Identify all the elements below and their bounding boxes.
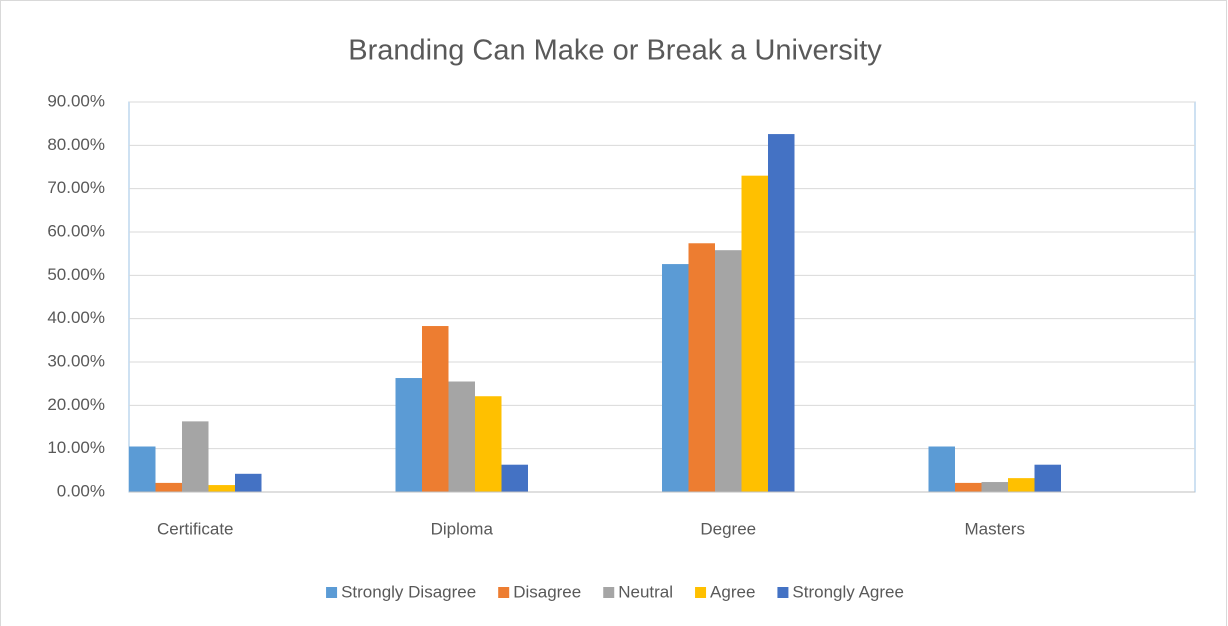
y-tick-label: 20.00% [47, 395, 105, 414]
legend-label: Strongly Disagree [341, 582, 476, 601]
y-tick-label: 10.00% [47, 438, 105, 457]
legend-label: Neutral [618, 582, 673, 601]
bar [1008, 478, 1035, 492]
bar [235, 473, 262, 492]
y-tick-label: 80.00% [47, 135, 105, 154]
legend-swatch [603, 587, 615, 598]
bar [768, 134, 795, 493]
legend-swatch [777, 587, 789, 598]
y-tick-label: 60.00% [47, 221, 105, 240]
bar [422, 326, 449, 492]
legend-swatch [498, 587, 510, 598]
x-tick-label: Masters [965, 519, 1025, 538]
bar [182, 421, 209, 492]
legend-label: Agree [710, 582, 755, 601]
legend-label: Disagree [513, 582, 581, 601]
bar [688, 243, 715, 492]
legend-swatch [695, 587, 707, 598]
bar [501, 464, 528, 492]
x-tick-label: Degree [700, 519, 756, 538]
bar [448, 381, 475, 492]
bar [955, 482, 982, 492]
bar [395, 378, 422, 492]
y-tick-label: 90.00% [47, 91, 105, 110]
bar [928, 446, 955, 492]
bar [662, 264, 689, 492]
legend-swatch [326, 587, 338, 598]
x-tick-label: Diploma [431, 519, 494, 538]
bar [741, 175, 768, 492]
y-tick-label: 50.00% [47, 265, 105, 284]
bar [208, 485, 235, 492]
chart-title: Branding Can Make or Break a University [348, 35, 882, 67]
bar [129, 446, 156, 492]
y-tick-label: 30.00% [47, 351, 105, 370]
bar [981, 482, 1008, 492]
y-tick-label: 70.00% [47, 178, 105, 197]
bar [475, 396, 502, 492]
bar [715, 250, 742, 492]
legend-label: Strongly Agree [792, 582, 904, 601]
bar [155, 482, 182, 492]
y-tick-label: 40.00% [47, 308, 105, 327]
x-tick-label: Certificate [157, 519, 234, 538]
y-tick-label: 0.00% [57, 481, 105, 500]
bar [1034, 464, 1061, 492]
